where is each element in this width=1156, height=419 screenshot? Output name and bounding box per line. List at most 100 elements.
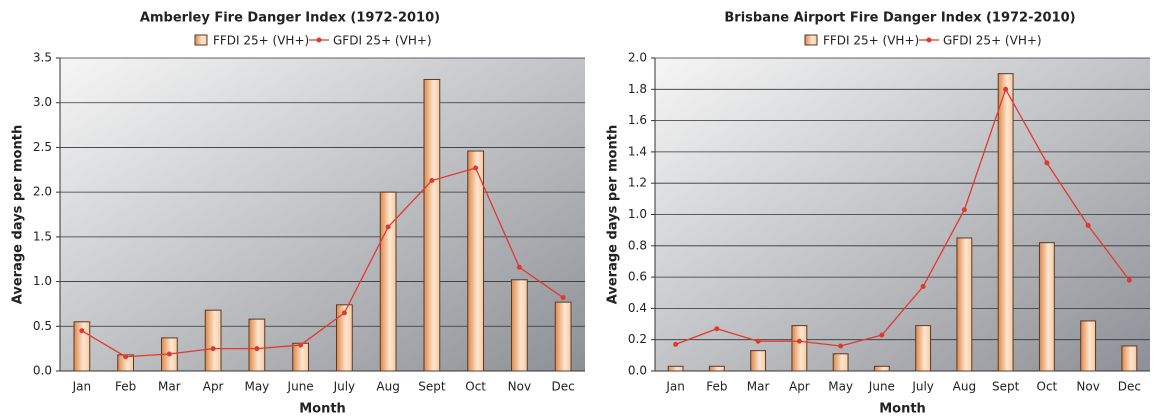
marker	[560, 295, 566, 301]
bar	[708, 365, 725, 372]
x-tick-label: Aug	[376, 380, 399, 394]
marker	[385, 224, 391, 230]
bar	[750, 350, 767, 372]
x-tick-label: Mar	[747, 380, 770, 394]
bar	[1038, 242, 1055, 372]
y-tick-label: 1.5	[33, 229, 52, 243]
marker	[429, 178, 435, 184]
bar	[915, 325, 932, 372]
x-tick-label: Dec	[1118, 380, 1141, 394]
marker	[673, 341, 679, 347]
bar	[423, 78, 441, 372]
y-tick-label: 2.0	[33, 185, 52, 199]
x-tick-label: Sept	[418, 380, 446, 394]
y-tick-label: 0.4	[628, 301, 647, 315]
x-tick-label: Nov	[508, 380, 531, 394]
marker	[1003, 86, 1009, 92]
bar	[956, 237, 973, 372]
x-tick-label: Oct	[465, 380, 486, 394]
line	[81, 167, 564, 358]
bar	[248, 318, 266, 372]
plot-area	[60, 58, 585, 371]
y-tick-label: 2.5	[33, 140, 52, 154]
legend-label: GFDI 25+ (VH+)	[943, 34, 1042, 48]
bar	[1080, 320, 1097, 372]
marker	[838, 343, 844, 349]
bar	[73, 321, 91, 372]
x-axis-label: Month	[879, 402, 926, 417]
marker	[796, 338, 802, 344]
bar	[832, 353, 849, 372]
y-axis-label: Average days per month	[606, 125, 621, 304]
legend-swatch	[804, 34, 818, 46]
bar	[554, 301, 572, 372]
marker	[254, 346, 260, 352]
bar	[467, 150, 484, 372]
y-tick-label: 0.2	[628, 332, 647, 346]
x-tick-label: May	[244, 380, 269, 394]
bar	[336, 304, 353, 372]
x-axis-label: Month	[299, 402, 346, 417]
marker	[920, 283, 926, 289]
x-tick-label: Sept	[992, 380, 1020, 394]
x-tick-label: Jan	[665, 380, 685, 394]
y-tick-label: 0.0	[33, 364, 52, 378]
bar	[667, 365, 684, 372]
legend-swatch	[194, 34, 208, 46]
bar	[204, 309, 222, 372]
bar	[1121, 345, 1138, 372]
x-tick-label: July	[333, 380, 356, 394]
x-tick-label: Oct	[1037, 380, 1058, 394]
x-tick-label: Dec	[552, 380, 575, 394]
legend-label: FFDI 25+ (VH+)	[213, 34, 309, 48]
y-tick-label: 1.6	[628, 113, 647, 127]
chart: Amberley Fire Danger Index (1972-2010) 0.…	[11, 11, 585, 417]
bar	[791, 325, 808, 372]
x-tick-label: Jan	[72, 380, 92, 394]
y-tick-label: 1.2	[628, 176, 647, 190]
legend-label: GFDI 25+ (VH+)	[333, 34, 432, 48]
x-tick-label: July	[911, 380, 934, 394]
marker	[341, 310, 347, 316]
bar	[379, 191, 397, 372]
marker	[123, 354, 129, 360]
legend-swatch	[926, 37, 932, 43]
line	[675, 87, 1130, 347]
marker	[79, 328, 85, 334]
marker	[298, 342, 304, 348]
x-tick-label: Feb	[706, 380, 727, 394]
x-tick-label: May	[828, 380, 853, 394]
x-tick-label: June	[287, 380, 314, 394]
marker	[516, 264, 522, 270]
y-tick-label: 0.0	[628, 364, 647, 378]
x-tick-label: June	[868, 380, 895, 394]
bar	[997, 73, 1014, 372]
x-tick-label: Apr	[789, 380, 810, 394]
marker	[1044, 160, 1050, 166]
chart-title: Brisbane Airport Fire Danger Index (1972…	[724, 11, 1075, 26]
y-tick-label: 1.4	[628, 144, 647, 158]
y-tick-label: 0.8	[628, 238, 647, 252]
bar	[873, 365, 890, 372]
x-tick-label: Mar	[158, 380, 181, 394]
marker	[961, 207, 967, 213]
y-tick-label: 3.0	[33, 95, 52, 109]
legend-label: FFDI 25+ (VH+)	[823, 34, 919, 48]
marker	[473, 165, 479, 171]
legend-swatch	[316, 37, 322, 43]
x-tick-label: Aug	[953, 380, 976, 394]
chart: Brisbane Airport Fire Danger Index (1972…	[606, 11, 1150, 417]
y-tick-label: 1.8	[628, 82, 647, 96]
marker	[714, 326, 720, 332]
y-tick-label: 1.0	[33, 274, 52, 288]
x-tick-label: Feb	[115, 380, 136, 394]
marker	[210, 346, 216, 352]
marker	[166, 351, 172, 357]
marker	[1126, 277, 1132, 283]
marker	[879, 332, 885, 338]
y-axis-label: Average days per month	[11, 125, 26, 304]
y-tick-label: 1.0	[628, 207, 647, 221]
x-tick-label: Nov	[1076, 380, 1099, 394]
x-tick-label: Apr	[203, 380, 224, 394]
